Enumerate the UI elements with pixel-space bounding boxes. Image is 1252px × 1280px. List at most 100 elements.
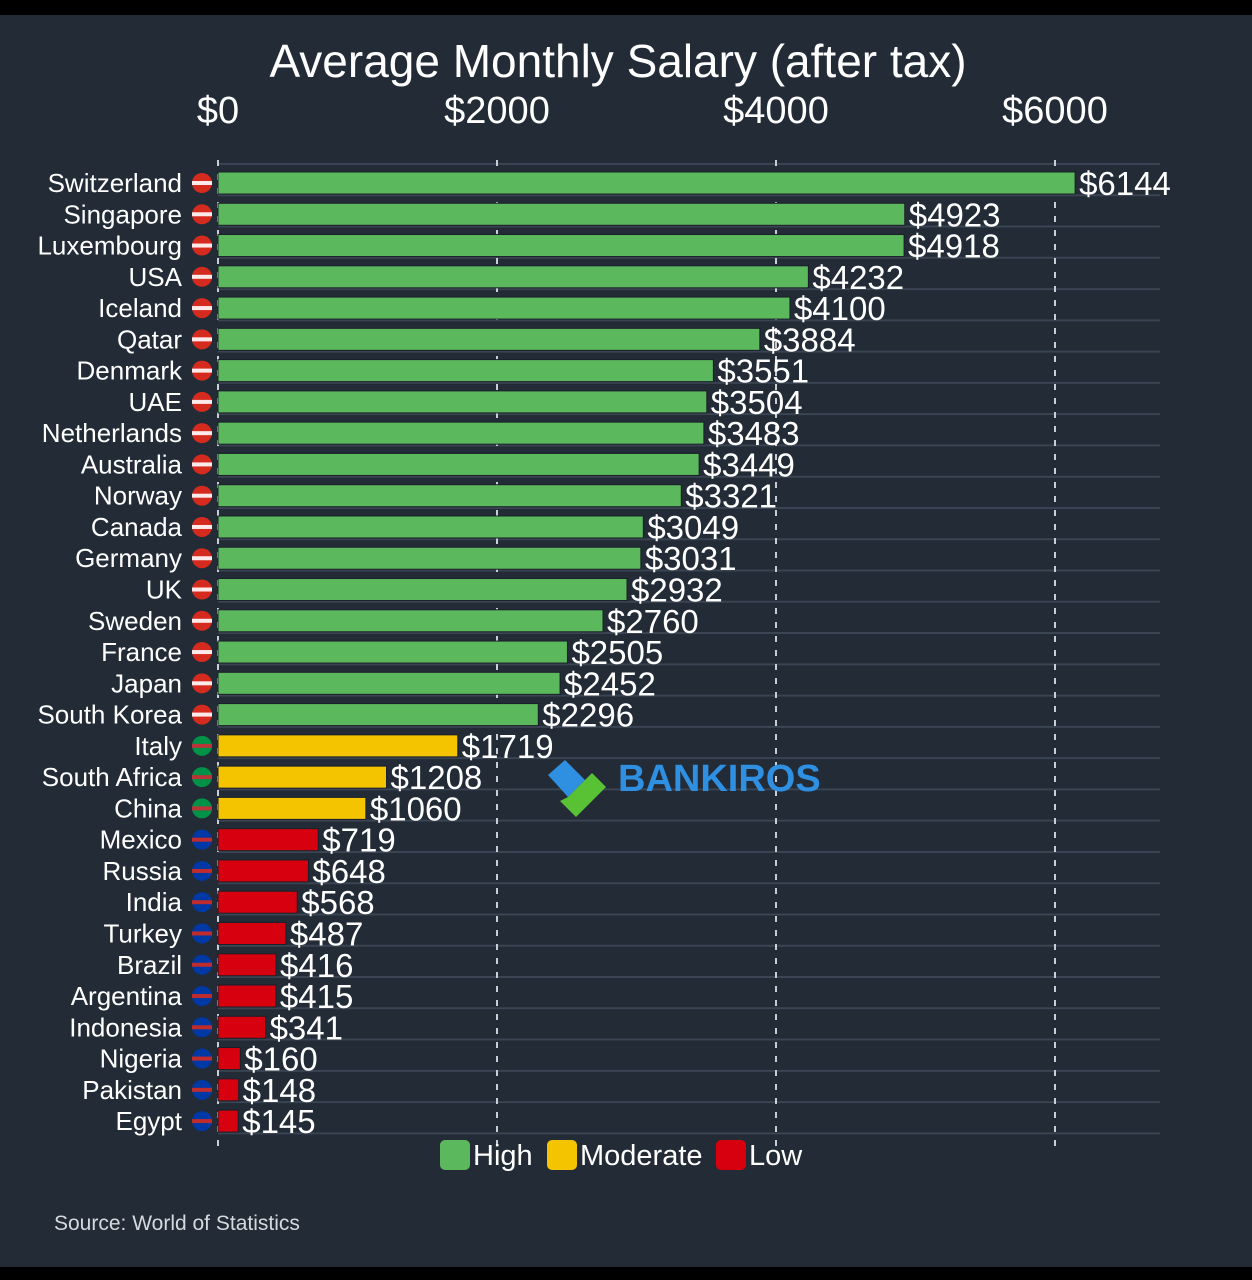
bar bbox=[217, 796, 367, 820]
denmark-flag-icon bbox=[192, 360, 212, 381]
category-label: Russia bbox=[103, 856, 183, 886]
category-label: Egypt bbox=[116, 1106, 183, 1136]
category-label: Singapore bbox=[63, 199, 182, 229]
value-label: $4923 bbox=[909, 196, 1001, 233]
category-label: Nigeria bbox=[100, 1044, 183, 1074]
bar bbox=[217, 921, 287, 945]
watermark-text: BANKIROS bbox=[618, 758, 821, 800]
value-label: $2505 bbox=[571, 634, 663, 671]
bar bbox=[217, 609, 604, 633]
bar bbox=[217, 703, 539, 727]
value-label: $2452 bbox=[564, 665, 656, 702]
value-label: $648 bbox=[312, 853, 385, 890]
value-label: $3321 bbox=[685, 478, 777, 515]
value-label: $3449 bbox=[703, 446, 795, 483]
value-label: $3031 bbox=[645, 540, 737, 577]
mexico-flag-icon bbox=[192, 829, 212, 850]
bar bbox=[217, 953, 277, 977]
category-label: Germany bbox=[75, 543, 182, 573]
category-label: Brazil bbox=[117, 950, 182, 980]
bar bbox=[217, 484, 682, 508]
value-label: $160 bbox=[244, 1041, 317, 1078]
value-label: $4232 bbox=[812, 259, 904, 296]
singapore-flag-icon bbox=[192, 204, 212, 225]
bars bbox=[217, 171, 1076, 1133]
argentina-flag-icon bbox=[192, 986, 212, 1007]
value-label: $2932 bbox=[631, 572, 723, 609]
legend-swatch bbox=[547, 1140, 577, 1170]
legend-swatch bbox=[440, 1140, 470, 1170]
bar bbox=[217, 765, 388, 789]
value-label: $487 bbox=[290, 915, 363, 952]
norway-flag-icon bbox=[192, 485, 212, 506]
italy-flag-icon bbox=[192, 735, 212, 756]
category-label: Iceland bbox=[98, 293, 182, 323]
bar bbox=[217, 1078, 240, 1102]
south-korea-flag-icon bbox=[192, 704, 212, 725]
germany-flag-icon bbox=[192, 548, 212, 569]
source-note: Source: World of Statistics bbox=[54, 1212, 300, 1235]
value-label: $1208 bbox=[391, 759, 483, 796]
gridlines bbox=[217, 160, 1160, 1149]
bar bbox=[217, 828, 319, 852]
category-label: Japan bbox=[111, 668, 182, 698]
category-label: UK bbox=[146, 575, 183, 605]
bar bbox=[217, 265, 809, 289]
bar bbox=[217, 546, 642, 570]
bar-chart: Average Monthly Salary (after tax) $0 $20… bbox=[37, 35, 1171, 1235]
value-label: $4918 bbox=[908, 228, 1000, 265]
category-label: France bbox=[101, 637, 182, 667]
bar bbox=[217, 890, 298, 914]
category-label: Canada bbox=[91, 512, 183, 542]
value-label: $416 bbox=[280, 947, 353, 984]
category-label: Mexico bbox=[100, 825, 182, 855]
bar bbox=[217, 452, 700, 476]
nigeria-flag-icon bbox=[192, 1048, 212, 1069]
luxembourg-flag-icon bbox=[192, 235, 212, 256]
legend-label: Low bbox=[749, 1140, 803, 1172]
category-label: Pakistan bbox=[82, 1075, 182, 1105]
value-label: $3551 bbox=[717, 353, 809, 390]
turkey-flag-icon bbox=[192, 923, 212, 944]
bankiros-logo-icon bbox=[548, 760, 606, 817]
legend-label: High bbox=[473, 1140, 533, 1172]
bar bbox=[217, 421, 705, 445]
switzerland-flag-icon bbox=[192, 173, 212, 193]
sweden-flag-icon bbox=[192, 610, 212, 631]
category-label: Italy bbox=[134, 731, 182, 761]
australia-flag-icon bbox=[192, 454, 212, 475]
qatar-flag-icon bbox=[192, 329, 212, 350]
indonesia-flag-icon bbox=[192, 1017, 212, 1038]
bar bbox=[217, 359, 714, 383]
uae-flag-icon bbox=[192, 391, 212, 412]
value-label: $4100 bbox=[794, 290, 886, 327]
bar bbox=[217, 234, 905, 258]
brazil-flag-icon bbox=[192, 954, 212, 975]
category-label: Denmark bbox=[77, 356, 183, 386]
india-flag-icon bbox=[192, 892, 212, 913]
france-flag-icon bbox=[192, 642, 212, 663]
category-label: South Korea bbox=[37, 700, 182, 730]
value-label: $415 bbox=[280, 978, 353, 1015]
category-labels: SwitzerlandSingaporeLuxembourgUSAIceland… bbox=[37, 168, 212, 1136]
category-label: Indonesia bbox=[69, 1012, 182, 1042]
x-axis-ticks: $0 $2000 $4000 $6000 bbox=[197, 90, 1108, 132]
bar bbox=[217, 984, 277, 1008]
category-label: China bbox=[114, 793, 182, 823]
egypt-flag-icon bbox=[192, 1111, 212, 1132]
value-labels: $6144 $4923$4918$4232$4100$3884$3551$3504… bbox=[242, 165, 1171, 1140]
pakistan-flag-icon bbox=[192, 1079, 212, 1100]
value-label: $1719 bbox=[462, 728, 554, 765]
bar bbox=[217, 390, 708, 414]
value-label: $719 bbox=[322, 822, 395, 859]
russia-flag-icon bbox=[192, 860, 212, 881]
category-label: Luxembourg bbox=[37, 231, 182, 261]
chart-frame: Average Monthly Salary (after tax) $0 $20… bbox=[0, 15, 1252, 1267]
x-tick-label: $2000 bbox=[444, 90, 550, 132]
bar bbox=[217, 859, 309, 883]
value-label: $2760 bbox=[607, 603, 699, 640]
bar bbox=[217, 1109, 239, 1133]
legend-swatch bbox=[716, 1140, 746, 1170]
bankiros-watermark: BANKIROS bbox=[548, 758, 821, 817]
uk-flag-icon bbox=[192, 579, 212, 600]
